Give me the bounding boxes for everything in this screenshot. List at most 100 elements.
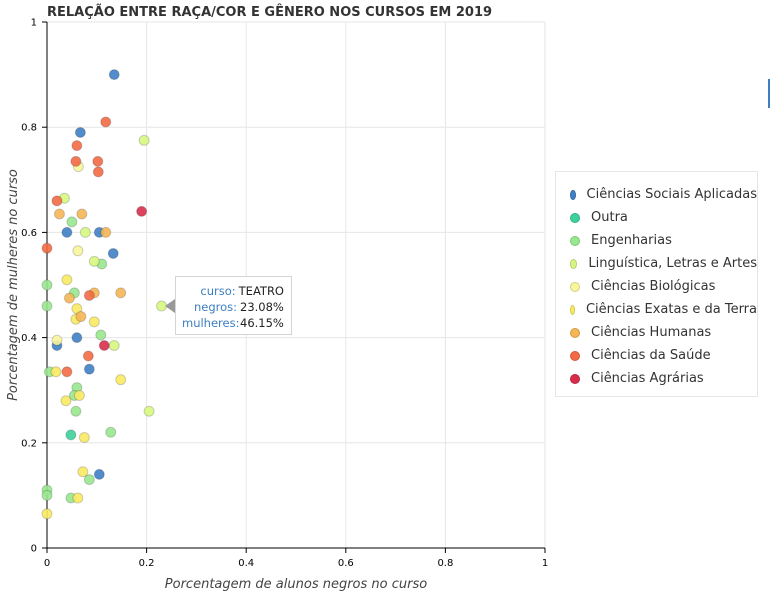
scatter-point[interactable] bbox=[108, 339, 120, 351]
scatter-point[interactable] bbox=[107, 247, 119, 259]
scatter-point[interactable] bbox=[100, 116, 112, 128]
legend-item[interactable]: Linguística, Letras e Artes bbox=[570, 252, 757, 275]
scatter-point[interactable] bbox=[72, 492, 84, 504]
scatter-point[interactable] bbox=[75, 311, 87, 323]
legend-label: Ciências Sociais Aplicadas bbox=[586, 187, 757, 202]
tooltip-negros-value: 23.08% bbox=[240, 300, 284, 314]
scatter-point[interactable] bbox=[51, 334, 63, 346]
legend-label: Ciências Agrárias bbox=[591, 371, 704, 386]
y-tick-label: 0.8 bbox=[21, 123, 37, 134]
scatter-point[interactable] bbox=[76, 208, 88, 220]
legend-label: Outra bbox=[591, 210, 628, 225]
y-axis-title: Porcentagem de mulheres no curso bbox=[6, 169, 21, 401]
scatter-point[interactable] bbox=[51, 195, 63, 207]
scatter-point[interactable] bbox=[72, 245, 84, 257]
scatter-point[interactable] bbox=[65, 429, 77, 441]
tooltip-row-mulheres: mulheres: 46.15% bbox=[182, 315, 284, 331]
tooltip-row-curso: curso: TEATRO bbox=[182, 283, 284, 299]
legend-item[interactable]: Ciências Biológicas bbox=[570, 275, 757, 298]
tooltip-mulheres-value: 46.15% bbox=[240, 316, 284, 330]
legend-item[interactable]: Ciências da Saúde bbox=[570, 344, 757, 367]
legend-label: Engenharias bbox=[591, 233, 672, 248]
grid bbox=[47, 21, 546, 548]
scatter-point[interactable] bbox=[92, 166, 104, 178]
scatter-point[interactable] bbox=[60, 395, 72, 407]
scatter-point[interactable] bbox=[41, 279, 53, 291]
scatter-point[interactable] bbox=[136, 205, 148, 217]
scatter-point[interactable] bbox=[93, 468, 105, 480]
legend-label: Ciências da Saúde bbox=[591, 348, 711, 363]
scatter-point[interactable] bbox=[115, 287, 127, 299]
y-tick-label: 0 bbox=[31, 544, 37, 555]
axes: 0 0.2 0.4 0.6 0.8 1 0 0.2 0.4 0.6 0.8 1 bbox=[21, 18, 548, 570]
tooltip-arrow bbox=[165, 299, 175, 313]
legend-item[interactable]: Ciências Humanas bbox=[570, 321, 757, 344]
scatter-point[interactable] bbox=[61, 366, 73, 378]
x-tick-label: 0.8 bbox=[437, 558, 453, 569]
scatter-point[interactable] bbox=[100, 226, 112, 238]
scroll-indicator[interactable] bbox=[768, 79, 770, 108]
scatter-point[interactable] bbox=[53, 208, 65, 220]
legend-marker bbox=[570, 327, 580, 338]
scatter-point[interactable] bbox=[108, 69, 120, 81]
scatter-point[interactable] bbox=[71, 332, 83, 344]
scatter-point[interactable] bbox=[41, 300, 53, 312]
legend-item[interactable]: Outra bbox=[570, 206, 757, 229]
legend-marker bbox=[570, 258, 578, 269]
scatter-point[interactable] bbox=[63, 292, 75, 304]
scatter-point[interactable] bbox=[83, 363, 95, 375]
legend-item[interactable]: Ciências Sociais Aplicadas bbox=[570, 183, 757, 206]
scatter-point[interactable] bbox=[88, 316, 100, 328]
scatter-point[interactable] bbox=[41, 508, 53, 520]
scatter-point[interactable] bbox=[98, 339, 110, 351]
legend-marker bbox=[570, 304, 575, 315]
legend-item[interactable]: Ciências Exatas e da Terra bbox=[570, 298, 757, 321]
scatter-point[interactable] bbox=[78, 432, 90, 444]
scatter-point[interactable] bbox=[70, 155, 82, 167]
scatter-point[interactable] bbox=[41, 242, 53, 254]
scatter-point[interactable] bbox=[41, 489, 53, 501]
data-points bbox=[41, 69, 168, 520]
scatter-point[interactable] bbox=[95, 329, 107, 341]
scatter-point[interactable] bbox=[88, 255, 100, 267]
legend-item[interactable]: Engenharias bbox=[570, 229, 757, 252]
legend: Ciências Sociais Aplicadas Outra Engenhari… bbox=[555, 171, 758, 397]
legend-label: Ciências Biológicas bbox=[591, 279, 716, 294]
scatter-point[interactable] bbox=[74, 126, 86, 138]
scatter-point[interactable] bbox=[82, 350, 94, 362]
legend-marker bbox=[570, 189, 576, 200]
scatter-point[interactable] bbox=[83, 474, 95, 486]
y-tick-label: 1 bbox=[31, 18, 37, 29]
scatter-point[interactable] bbox=[66, 216, 78, 228]
x-tick-label: 1 bbox=[542, 558, 548, 569]
tooltip-negros-key: negros: bbox=[193, 300, 237, 314]
legend-marker bbox=[570, 373, 580, 384]
legend-marker bbox=[570, 235, 580, 246]
scatter-point[interactable] bbox=[73, 389, 85, 401]
tooltip-curso-value: TEATRO bbox=[238, 284, 284, 298]
scatter-point[interactable] bbox=[70, 405, 82, 417]
legend-item[interactable]: Ciências Agrárias bbox=[570, 367, 757, 390]
scatter-point[interactable] bbox=[79, 226, 91, 238]
tooltip-curso-key: curso: bbox=[200, 284, 236, 298]
scatter-point[interactable] bbox=[138, 134, 150, 146]
scatter-point[interactable] bbox=[71, 140, 83, 152]
x-tick-label: 0.6 bbox=[338, 558, 354, 569]
x-tick-label: 0 bbox=[44, 558, 50, 569]
scatter-point[interactable] bbox=[61, 226, 73, 238]
legend-marker bbox=[570, 212, 580, 223]
y-tick-label: 0.6 bbox=[21, 228, 37, 239]
legend-marker bbox=[570, 350, 580, 361]
chart-title: RELAÇÃO ENTRE RAÇA/COR E GÊNERO NOS CURS… bbox=[47, 4, 492, 20]
y-tick-label: 0.4 bbox=[21, 333, 37, 344]
scatter-point[interactable] bbox=[143, 405, 155, 417]
scatter-point[interactable] bbox=[92, 155, 104, 167]
x-axis-title: Porcentagem de alunos negros no curso bbox=[165, 577, 427, 592]
scatter-point[interactable] bbox=[105, 426, 117, 438]
scatter-point[interactable] bbox=[77, 466, 89, 478]
scatter-point[interactable] bbox=[115, 374, 127, 386]
scatter-point[interactable] bbox=[50, 366, 62, 378]
scatter-point[interactable] bbox=[83, 290, 95, 302]
scatter-point[interactable] bbox=[61, 274, 73, 286]
legend-label: Ciências Exatas e da Terra bbox=[585, 302, 757, 317]
